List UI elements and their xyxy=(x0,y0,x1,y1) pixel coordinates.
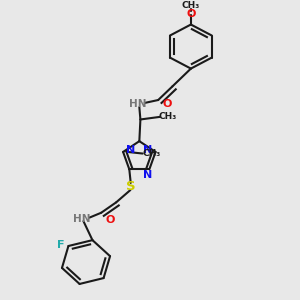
Text: CH₃: CH₃ xyxy=(182,1,200,10)
Text: O: O xyxy=(162,100,172,110)
Text: N: N xyxy=(126,145,135,155)
Text: O: O xyxy=(105,215,115,225)
Text: HN: HN xyxy=(73,214,90,224)
Text: F: F xyxy=(57,240,64,250)
Text: N: N xyxy=(143,145,152,155)
Text: CH₃: CH₃ xyxy=(159,112,177,122)
Text: HN: HN xyxy=(129,99,146,109)
Text: CH₃: CH₃ xyxy=(142,149,160,158)
Text: N: N xyxy=(143,170,152,180)
Text: S: S xyxy=(126,180,136,193)
Text: O: O xyxy=(187,9,196,19)
